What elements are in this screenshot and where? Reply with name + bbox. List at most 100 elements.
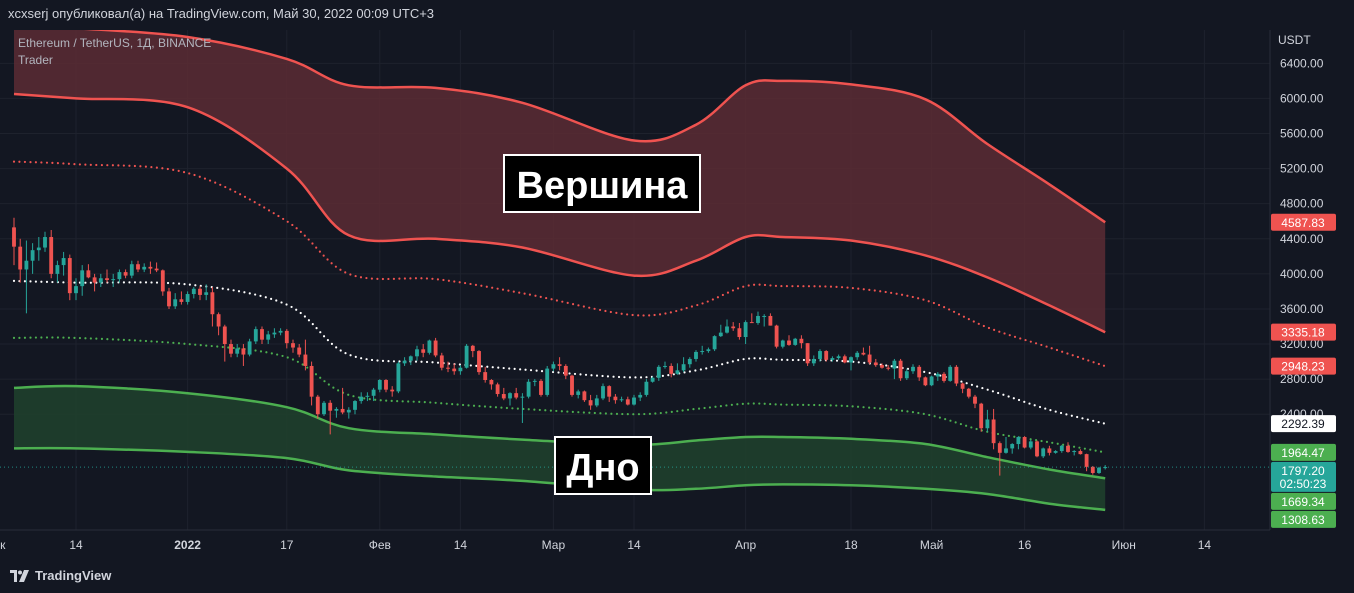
time-tick-label: Июн bbox=[1112, 538, 1136, 552]
candle-body bbox=[1072, 451, 1077, 453]
candle-body bbox=[942, 373, 946, 381]
candle-body bbox=[737, 328, 742, 338]
green-dotted-line bbox=[12, 336, 1107, 454]
candle-body bbox=[898, 360, 903, 379]
candle-body bbox=[1004, 448, 1008, 453]
candle-body bbox=[340, 408, 345, 413]
candle-body bbox=[24, 260, 29, 270]
candle-body bbox=[997, 443, 1002, 453]
candle-body bbox=[117, 272, 122, 280]
candle-body bbox=[935, 373, 940, 377]
time-tick-label: Мар bbox=[542, 538, 566, 552]
candle-body bbox=[570, 375, 574, 395]
candle-body bbox=[731, 326, 736, 329]
tradingview-logo[interactable]: TradingView bbox=[10, 568, 111, 583]
candle-body bbox=[973, 396, 977, 404]
candle-body bbox=[365, 395, 370, 397]
candle-body bbox=[799, 338, 804, 344]
candle-body bbox=[836, 356, 841, 359]
candle-body bbox=[1066, 445, 1070, 452]
candle-body bbox=[1028, 441, 1033, 448]
price-label-box bbox=[1271, 213, 1336, 231]
candle-body bbox=[681, 364, 686, 371]
candle-body bbox=[824, 351, 829, 360]
candle-body bbox=[762, 315, 767, 317]
candle-body bbox=[1035, 441, 1039, 457]
candle-body bbox=[123, 272, 128, 276]
candle-body bbox=[886, 367, 891, 369]
candle-body bbox=[700, 351, 705, 353]
candle-body bbox=[917, 366, 922, 378]
annotation-bottom-box bbox=[554, 436, 652, 495]
candle-body bbox=[873, 362, 878, 366]
price-label-value: 4587.83 bbox=[1281, 216, 1325, 230]
candle-body bbox=[291, 343, 295, 348]
candle-body bbox=[216, 314, 221, 327]
legend-symbol[interactable]: Ethereum / TetherUS, 1Д, BINANCE bbox=[18, 36, 211, 50]
candle-body bbox=[86, 270, 91, 278]
annotation-top[interactable]: Вершина bbox=[503, 154, 701, 213]
candle-body bbox=[687, 358, 692, 365]
candle-body bbox=[1053, 451, 1058, 453]
candle-body bbox=[49, 237, 54, 274]
candle-body bbox=[694, 351, 698, 359]
candle-body bbox=[619, 399, 624, 401]
price-label-value: 1669.34 bbox=[1281, 495, 1325, 509]
candle-body bbox=[173, 299, 178, 307]
candle-body bbox=[396, 363, 401, 392]
candle-body bbox=[787, 340, 791, 345]
time-tick-label: 14 bbox=[1198, 538, 1212, 552]
candle-body bbox=[427, 340, 432, 353]
candle-body bbox=[842, 356, 847, 363]
legend-indicator[interactable]: Trader bbox=[18, 53, 53, 67]
red-band-lower-line bbox=[13, 92, 1106, 334]
candle-body bbox=[613, 396, 618, 401]
candle-body bbox=[136, 264, 140, 270]
candle-body bbox=[154, 268, 159, 271]
price-axis-unit: USDT bbox=[1278, 33, 1311, 47]
candle-body bbox=[1084, 454, 1089, 467]
price-label-value: 2292.39 bbox=[1281, 417, 1325, 431]
candle-body bbox=[67, 258, 72, 294]
candle-body bbox=[867, 354, 872, 363]
candle-body bbox=[111, 279, 116, 281]
publish-header: xcxserj опубликовал(а) на TradingView.co… bbox=[0, 0, 1354, 30]
candle-body bbox=[179, 299, 184, 302]
candle-body bbox=[222, 326, 227, 345]
candle-body bbox=[638, 394, 643, 398]
candle-body bbox=[43, 237, 47, 248]
candle-body bbox=[979, 403, 984, 429]
candle-body bbox=[253, 329, 258, 342]
candle-body bbox=[235, 348, 240, 354]
candle-body bbox=[706, 349, 711, 352]
candle-body bbox=[284, 330, 289, 344]
price-label-box bbox=[1271, 357, 1336, 375]
candle-body bbox=[452, 368, 457, 372]
time-axis[interactable]: Дек 14 2022 17 Фев 14 Мар 14 Апр 18 Май 16 Июн 14 bbox=[0, 529, 1270, 560]
candle-body bbox=[210, 292, 215, 315]
price-tick-label: 4800.00 bbox=[1280, 197, 1324, 211]
price-label-box bbox=[1271, 492, 1336, 510]
candle-body bbox=[328, 402, 333, 411]
candle-body bbox=[142, 266, 147, 270]
candle-body bbox=[576, 391, 581, 395]
candle-body bbox=[247, 341, 252, 355]
candle-body bbox=[514, 393, 519, 398]
time-tick-label: 14 bbox=[627, 538, 641, 552]
candle-body bbox=[1010, 444, 1015, 449]
candle-body bbox=[489, 380, 494, 385]
candle-body bbox=[650, 377, 655, 382]
candle-body bbox=[415, 349, 419, 357]
candle-body bbox=[384, 380, 388, 390]
time-tick-label: 2022 bbox=[174, 538, 201, 552]
candle-body bbox=[923, 377, 928, 386]
candle-body bbox=[198, 288, 202, 295]
price-label-box bbox=[1271, 443, 1336, 461]
candle-body bbox=[359, 396, 364, 402]
footer: TradingView bbox=[0, 560, 1354, 593]
candle-body bbox=[892, 360, 897, 369]
candle-body bbox=[129, 264, 134, 276]
candle-body bbox=[266, 334, 271, 340]
annotation-bottom[interactable]: Дно bbox=[554, 436, 652, 495]
